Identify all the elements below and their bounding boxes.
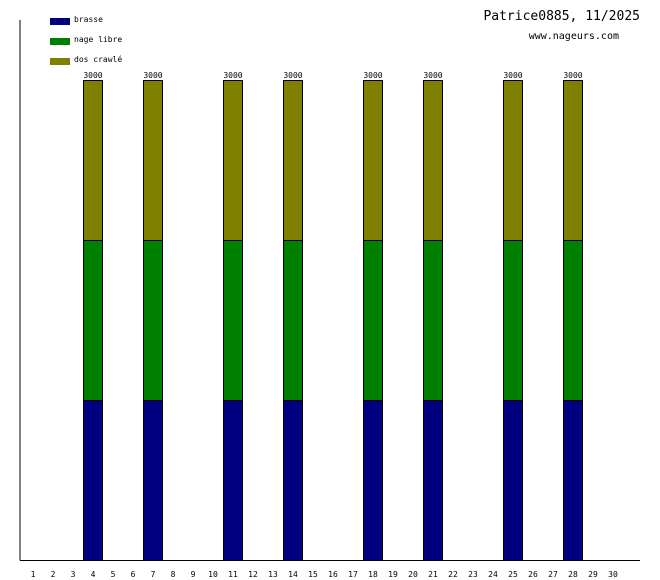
- x-tick-label: 23: [468, 570, 478, 579]
- x-tick-label: 20: [408, 570, 418, 579]
- bar-segment: [423, 240, 443, 401]
- x-tick-label: 19: [388, 570, 398, 579]
- x-tick-label: 30: [608, 570, 618, 579]
- bar-segment: [283, 80, 303, 241]
- x-tick-labels: 1 2 3 4 5 6 7 8 9 10 11 12 13 14 15 16 17 18 19 20 21 22 23 24 2…: [31, 570, 618, 579]
- x-tick-label: 2: [51, 570, 56, 579]
- bar-segment: [503, 240, 523, 401]
- x-tick-label: 3: [71, 570, 76, 579]
- bar-segment: [143, 240, 163, 401]
- x-tick-label: 22: [448, 570, 458, 579]
- x-tick-label: 7: [151, 570, 156, 579]
- bar-segment: [83, 80, 103, 241]
- x-tick-label: 16: [328, 570, 338, 579]
- legend-swatch-brasse: [50, 18, 70, 25]
- x-tick-label: 28: [568, 570, 578, 579]
- bar-segment: [423, 80, 443, 241]
- bar-segment: [223, 240, 243, 401]
- x-tick-label: 13: [268, 570, 278, 579]
- bar-segment: [423, 400, 443, 561]
- x-tick-label: 6: [131, 570, 136, 579]
- x-tick-label: 5: [111, 570, 116, 579]
- bar-segment: [503, 400, 523, 561]
- x-tick-label: 10: [208, 570, 218, 579]
- x-tick-label: 18: [368, 570, 378, 579]
- bar-segment: [363, 400, 383, 561]
- x-tick-label: 24: [488, 570, 498, 579]
- legend-swatch-nage-libre: [50, 38, 70, 45]
- bar-segment: [283, 240, 303, 401]
- bar-segment: [363, 240, 383, 401]
- x-tick-label: 29: [588, 570, 598, 579]
- legend-swatch-dos-crawle: [50, 58, 70, 65]
- bar-segment: [143, 400, 163, 561]
- bar-total-label: 3000: [363, 71, 382, 80]
- legend-label-dos-crawle: dos crawlé: [74, 55, 123, 64]
- x-tick-label: 11: [228, 570, 238, 579]
- bar-segment: [83, 240, 103, 401]
- x-tick-label: 25: [508, 570, 518, 579]
- bar-segment: [563, 240, 583, 401]
- bar-total-label: 3000: [563, 71, 582, 80]
- x-tick-label: 12: [248, 570, 258, 579]
- bar-segment: [363, 80, 383, 241]
- bar-segment: [143, 80, 163, 241]
- chart-subtitle: www.nageurs.com: [528, 31, 619, 42]
- bar-segment: [83, 400, 103, 561]
- bar-total-label: 3000: [223, 71, 242, 80]
- bar-total-label: 3000: [503, 71, 522, 80]
- axes: [19, 20, 640, 561]
- bar-segment: [503, 80, 523, 241]
- x-tick-label: 26: [528, 570, 538, 579]
- bar-total-label: 3000: [143, 71, 162, 80]
- legend-label-brasse: brasse: [74, 15, 103, 24]
- x-tick-label: 9: [191, 570, 196, 579]
- legend-label-nage-libre: nage libre: [74, 35, 123, 44]
- x-tick-label: 8: [171, 570, 176, 579]
- bars: [83, 80, 583, 561]
- x-tick-label: 4: [91, 570, 96, 579]
- bar-total-label: 3000: [283, 71, 302, 80]
- bar-segment: [563, 80, 583, 241]
- bar-total-label: 3000: [83, 71, 102, 80]
- bar-segment: [563, 400, 583, 561]
- chart-title: Patrice0885, 11/2025: [483, 9, 640, 24]
- x-tick-label: 21: [428, 570, 438, 579]
- x-tick-label: 17: [348, 570, 358, 579]
- x-tick-label: 27: [548, 570, 558, 579]
- x-tick-label: 14: [288, 570, 298, 579]
- x-tick-label: 1: [31, 570, 36, 579]
- bar-segment: [223, 400, 243, 561]
- bar-segment: [223, 80, 243, 241]
- x-tick-label: 15: [308, 570, 318, 579]
- bar-segment: [283, 400, 303, 561]
- bar-total-label: 3000: [423, 71, 442, 80]
- bar-totals: 3000 3000 3000 3000 3000 3000 3000 3000: [83, 71, 582, 80]
